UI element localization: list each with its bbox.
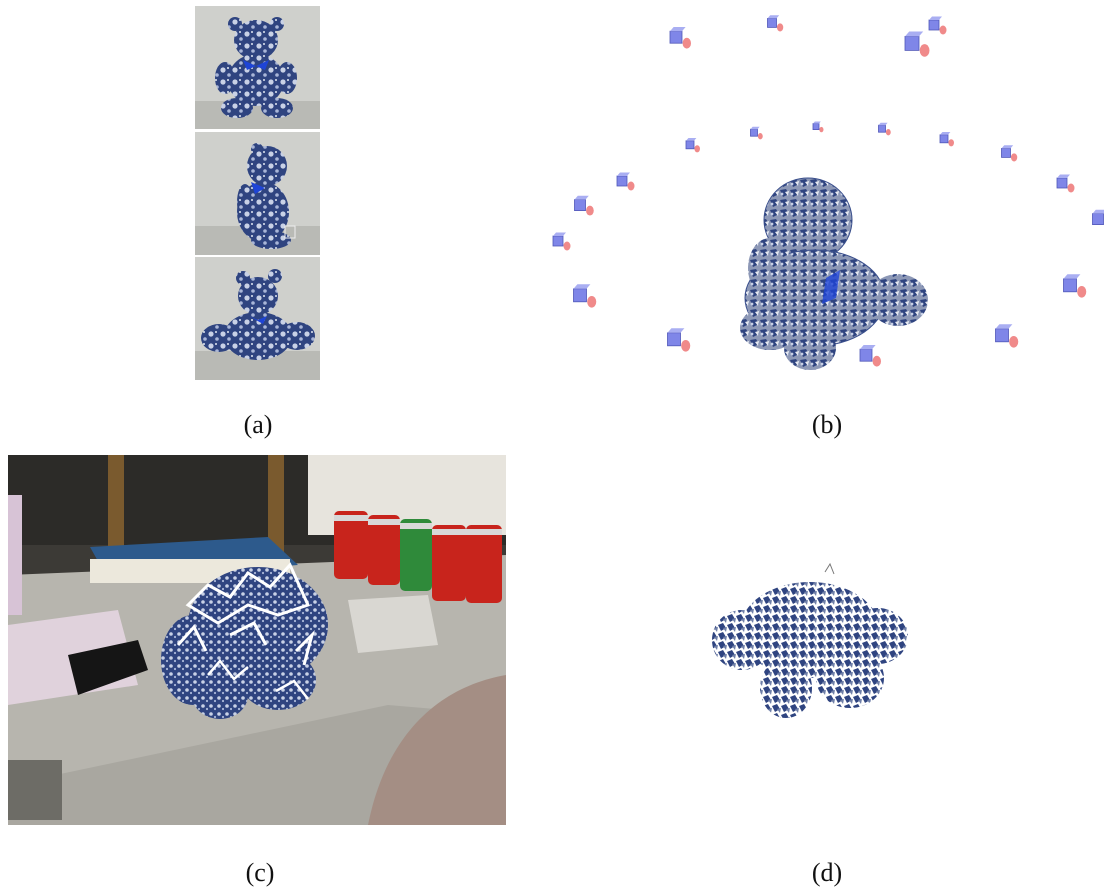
panel-b-label: (b): [811, 410, 843, 439]
panel-a: [195, 6, 320, 380]
panel-a-image: [195, 6, 320, 380]
camera-icon: [812, 121, 824, 133]
panel-b: [540, 8, 1104, 378]
camera-icon: [767, 15, 784, 32]
camera-icon: [1056, 174, 1075, 193]
reconstructed-bear: [740, 177, 928, 370]
camera-icon: [904, 31, 930, 57]
camera-icon: [1063, 274, 1087, 298]
photo-front-view: [195, 6, 320, 129]
camera-icon: [750, 126, 763, 140]
camera-icon: [878, 122, 891, 136]
camera-icon: [574, 195, 594, 216]
camera-icon: [573, 284, 597, 308]
panel-d-label: (d): [811, 858, 843, 887]
photo-back-view: [195, 257, 320, 380]
camera-icon: [928, 16, 947, 35]
camera-icon: [1092, 209, 1104, 226]
camera-icon: [616, 172, 635, 191]
camera-icon: [995, 324, 1019, 348]
camera-icon: [552, 232, 571, 251]
camera-icon: [669, 27, 691, 49]
camera-icon: [939, 132, 954, 147]
panel-b-image: [552, 15, 1104, 370]
camera-icon: [859, 345, 881, 367]
soda-cans: [334, 511, 502, 603]
overlaid-bear: [161, 562, 328, 719]
panel-d: [700, 560, 930, 735]
reconstruction-back-view: [712, 562, 908, 718]
camera-icon: [685, 138, 700, 153]
panel-d-image: [712, 562, 908, 718]
panel-a-label: (a): [243, 410, 273, 439]
panel-c: [8, 455, 506, 825]
panel-c-label: (c): [245, 858, 275, 887]
camera-icon: [667, 328, 691, 352]
panel-c-image: [8, 455, 506, 825]
camera-positions: [552, 15, 1104, 367]
photo-side-view: [195, 132, 320, 255]
camera-icon: [1001, 145, 1018, 162]
